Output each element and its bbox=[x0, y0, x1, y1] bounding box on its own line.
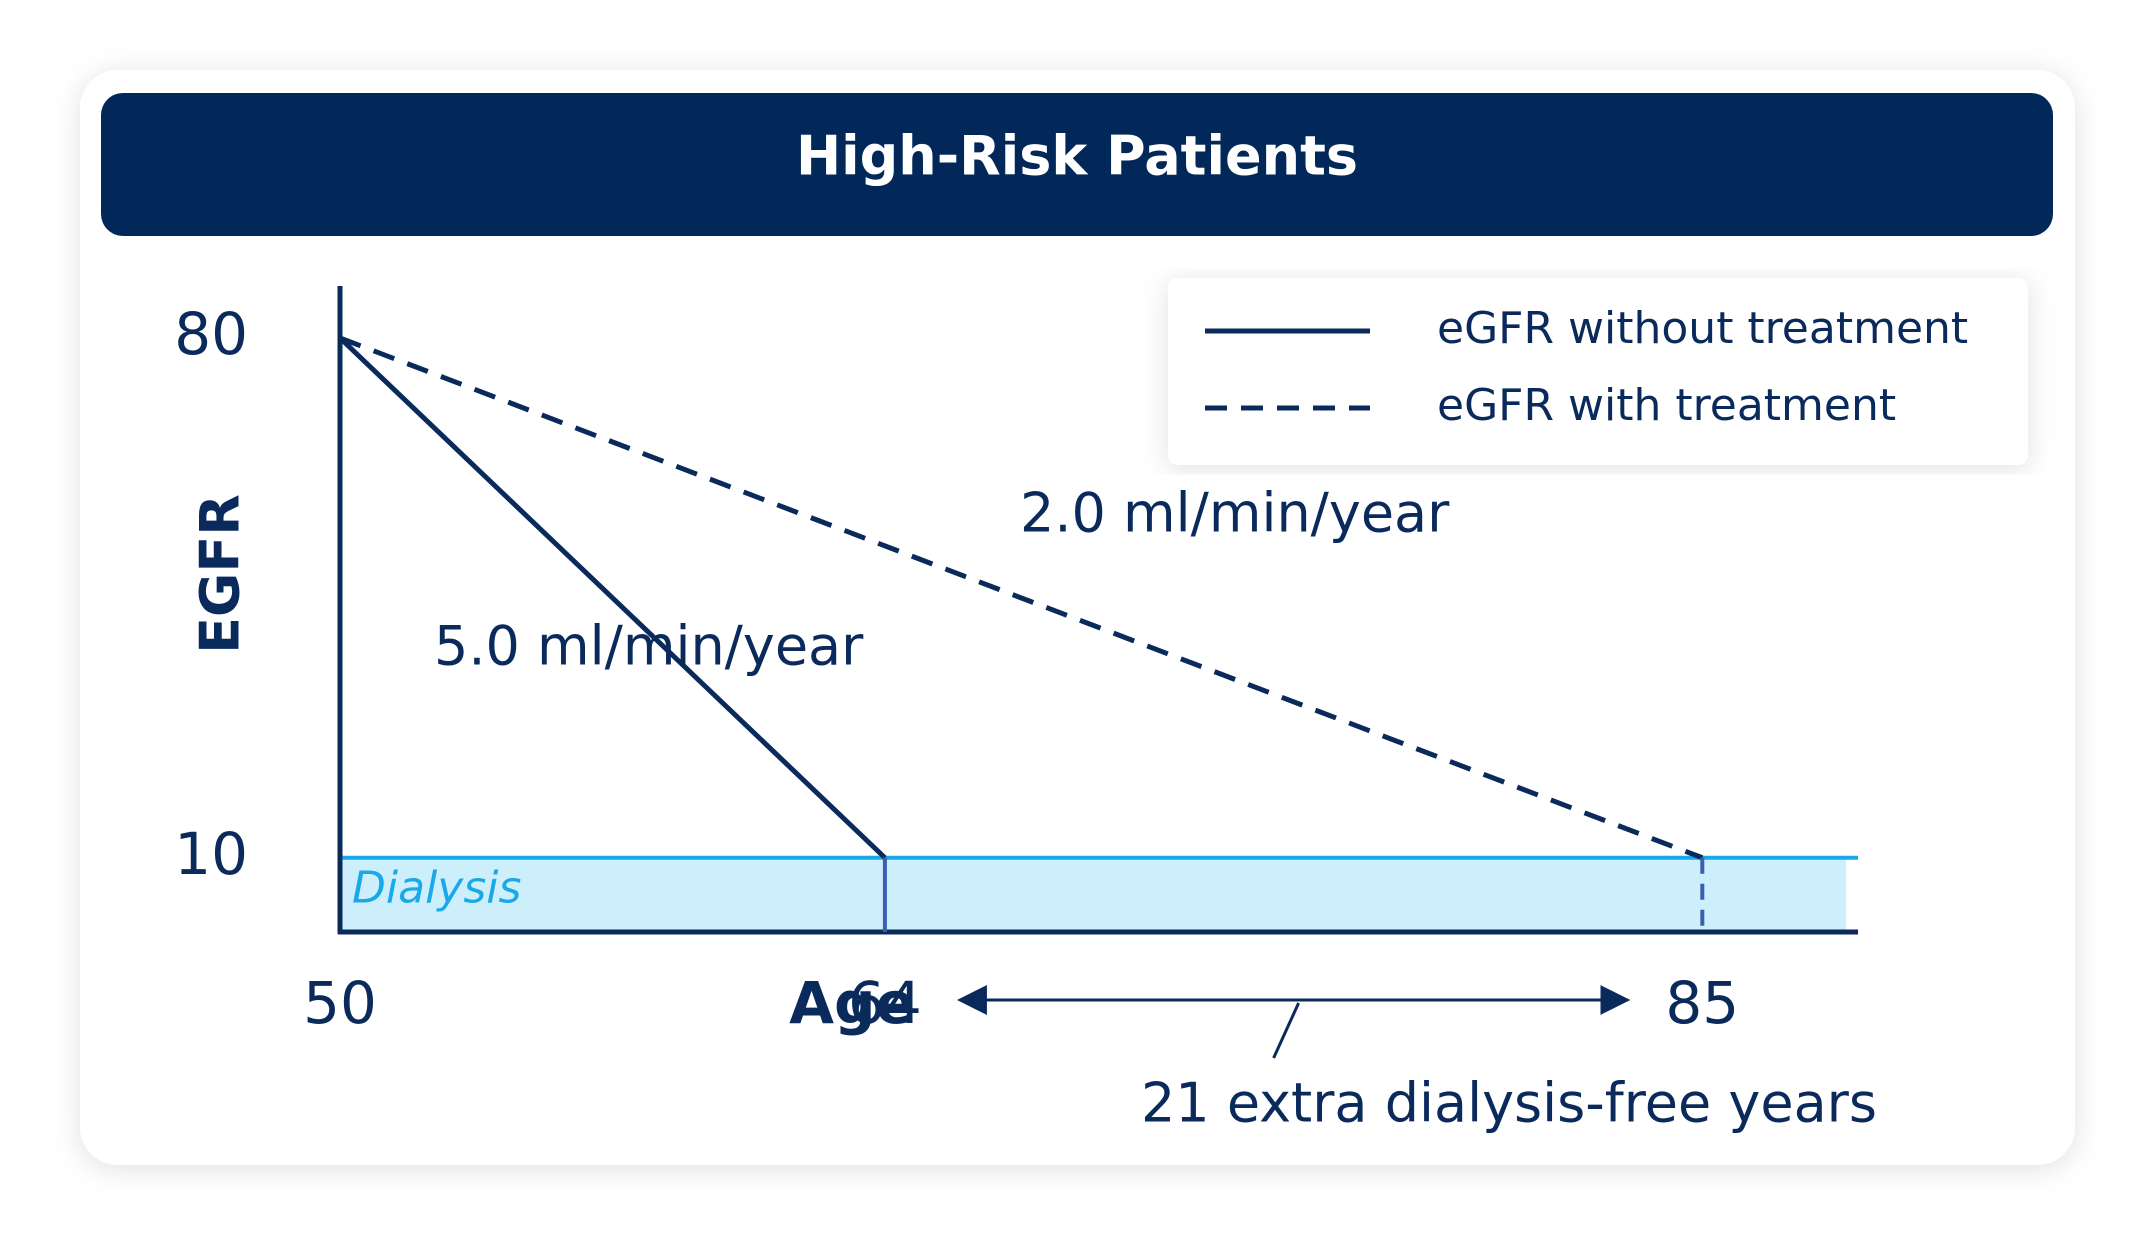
rate-label: 2.0 ml/min/year bbox=[1020, 482, 1450, 545]
legend-box bbox=[1168, 278, 2028, 465]
dialysis-label: Dialysis bbox=[352, 863, 521, 914]
y-axis-label: EGFR bbox=[189, 494, 252, 654]
rate-label: 5.0 ml/min/year bbox=[434, 615, 864, 678]
annotation: 21 extra dialysis-free years bbox=[1141, 1072, 1877, 1135]
legend-label: eGFR with treatment bbox=[1437, 380, 1896, 431]
chart-title: High-Risk Patients bbox=[796, 125, 1358, 188]
x-tick-label: 64 bbox=[848, 969, 922, 1037]
series-line bbox=[339, 335, 1704, 861]
header bbox=[101, 93, 2053, 236]
annotation-leader bbox=[1272, 1002, 1300, 1059]
x-tick-label: 85 bbox=[1665, 969, 1739, 1037]
series-line bbox=[338, 336, 887, 860]
legend-label: eGFR without treatment bbox=[1437, 303, 1968, 354]
y-tick-label: 80 bbox=[174, 300, 248, 368]
dialysis-band bbox=[340, 857, 1846, 932]
legend: eGFR without treatment eGFR with treatmen… bbox=[1168, 278, 2028, 465]
x-axis-label: Age bbox=[789, 969, 915, 1037]
y-tick-label: 10 bbox=[174, 820, 248, 888]
plot: Dialysis 80 10 50 64 85 Age EGFR 5.0 ml/min/year… bbox=[174, 278, 2028, 1135]
x-tick-label: 50 bbox=[303, 969, 377, 1037]
